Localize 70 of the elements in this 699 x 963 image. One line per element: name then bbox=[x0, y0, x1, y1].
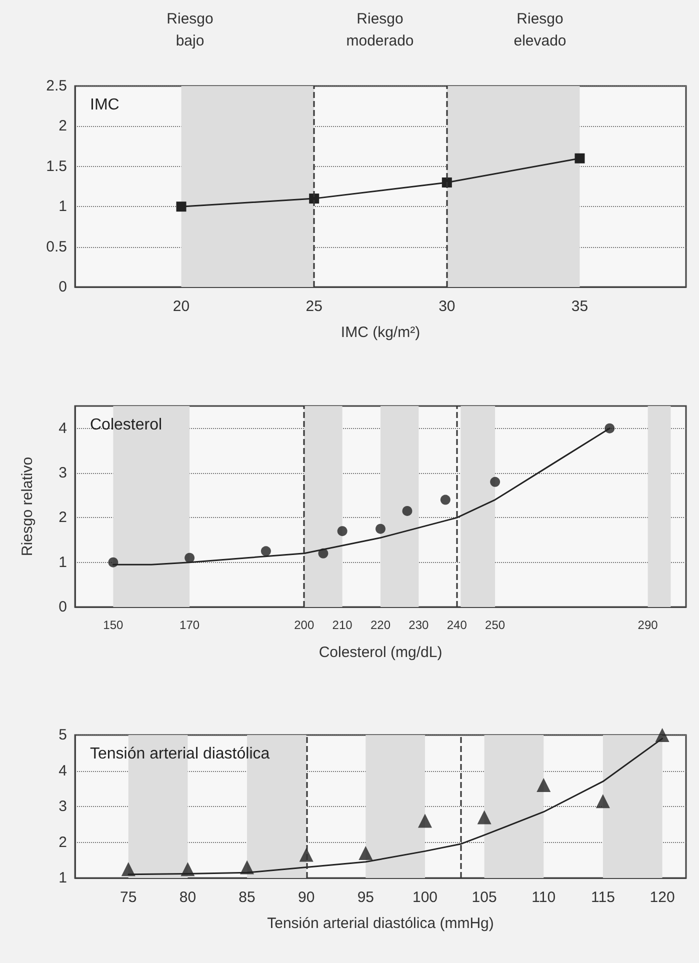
x-tick-label: 240 bbox=[446, 618, 468, 632]
x-tick-label: 90 bbox=[298, 889, 315, 906]
point bbox=[655, 728, 670, 742]
point bbox=[184, 552, 195, 563]
x-tick-label: 20 bbox=[172, 298, 190, 315]
point bbox=[418, 814, 432, 828]
point bbox=[260, 546, 271, 556]
x-tick-label: 150 bbox=[103, 618, 124, 632]
point bbox=[440, 494, 450, 505]
text: IMC bbox=[90, 96, 120, 114]
x-tick-label: 35 bbox=[571, 298, 588, 315]
x-tick-label: 25 bbox=[306, 298, 322, 315]
x-tick-label: 230 bbox=[408, 618, 430, 632]
y-tick-label: 2 bbox=[58, 509, 67, 526]
y-tick-label: 2 bbox=[58, 118, 67, 135]
x-tick-label: 170 bbox=[180, 618, 200, 632]
point bbox=[596, 794, 610, 808]
y-tick-label: 4 bbox=[58, 420, 67, 437]
x-tick-label: 100 bbox=[412, 889, 438, 906]
point bbox=[337, 526, 348, 536]
point bbox=[108, 557, 118, 568]
text: Riesgo bajo bbox=[166, 10, 214, 50]
y-tick-label: 1.5 bbox=[46, 158, 67, 175]
y-tick-label: 3 bbox=[58, 798, 67, 815]
point bbox=[536, 778, 551, 792]
y-tick-label: 0 bbox=[58, 598, 67, 616]
x-tick-label: 220 bbox=[370, 618, 391, 632]
x-tick-label: 30 bbox=[438, 298, 456, 315]
text: Riesgo moderado bbox=[346, 10, 414, 50]
x-tick-label: 290 bbox=[638, 618, 658, 632]
point bbox=[376, 524, 386, 534]
y-tick-label: 1 bbox=[58, 870, 67, 886]
y-tick-label: 5 bbox=[58, 726, 67, 744]
x-tick-label: 85 bbox=[238, 889, 256, 906]
x-tick-label: 120 bbox=[650, 889, 675, 906]
x-tick-label: 210 bbox=[332, 618, 353, 632]
point bbox=[477, 810, 492, 824]
text: Colesterol bbox=[90, 416, 162, 434]
point bbox=[121, 862, 136, 876]
point bbox=[318, 548, 328, 558]
y-tick-label: 2.5 bbox=[46, 78, 67, 94]
point bbox=[176, 202, 186, 212]
x-tick-label: 105 bbox=[472, 889, 497, 906]
point bbox=[604, 423, 615, 434]
point bbox=[240, 860, 254, 874]
y-tick-label: 4 bbox=[58, 762, 67, 780]
text: Tensión arterial diastólica bbox=[90, 746, 270, 762]
x-tick-label: 115 bbox=[590, 889, 615, 906]
point bbox=[180, 862, 195, 876]
text: Riesgo elevado bbox=[514, 10, 566, 50]
point bbox=[574, 153, 585, 164]
x-axis-title: IMC (kg/m²) bbox=[340, 324, 420, 341]
y-tick-label: 0.5 bbox=[46, 238, 67, 256]
x-axis-title: Colesterol (mg/dL) bbox=[318, 644, 442, 661]
point bbox=[402, 506, 412, 516]
x-tick-label: 250 bbox=[485, 618, 506, 632]
point bbox=[358, 846, 373, 860]
x-axis-title: Tensión arterial diastólica (mmHg) bbox=[267, 915, 494, 932]
x-tick-label: 75 bbox=[120, 889, 137, 906]
y-axis-title: Riesgo relativo bbox=[19, 456, 36, 556]
x-tick-label: 110 bbox=[532, 889, 556, 906]
y-tick-label: 1 bbox=[58, 554, 67, 571]
point bbox=[490, 476, 500, 487]
y-tick-label: 1 bbox=[58, 198, 67, 216]
x-tick-label: 80 bbox=[179, 889, 196, 906]
x-tick-label: 95 bbox=[357, 889, 374, 906]
y-tick-label: 0 bbox=[58, 278, 67, 296]
y-tick-label: 3 bbox=[58, 464, 67, 482]
x-tick-label: 200 bbox=[294, 618, 314, 632]
y-tick-label: 2 bbox=[58, 834, 67, 851]
